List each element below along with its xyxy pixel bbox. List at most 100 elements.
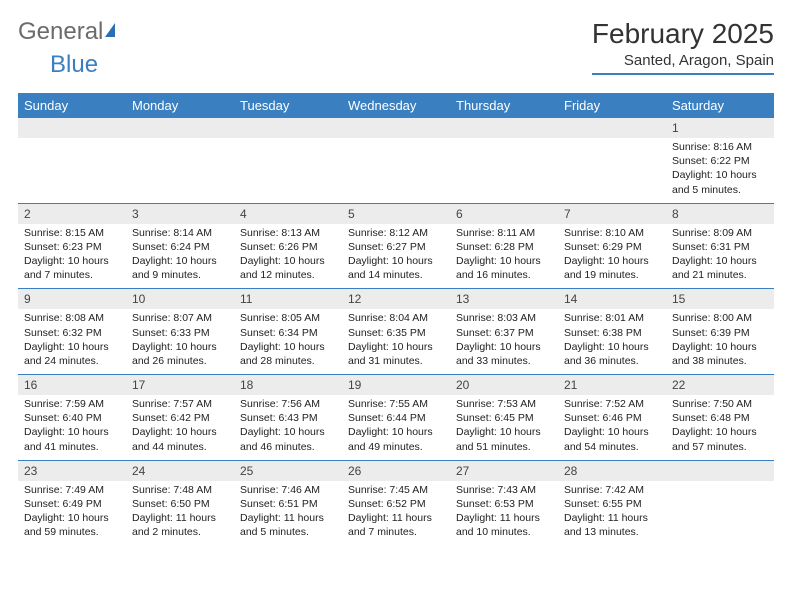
day-cell	[342, 138, 450, 203]
day-number	[234, 118, 342, 138]
day-cell: Sunrise: 7:55 AMSunset: 6:44 PMDaylight:…	[342, 395, 450, 460]
day-number	[126, 118, 234, 138]
triangle-icon	[105, 23, 115, 37]
day-cell: Sunrise: 8:14 AMSunset: 6:24 PMDaylight:…	[126, 224, 234, 289]
day-cell: Sunrise: 8:12 AMSunset: 6:27 PMDaylight:…	[342, 224, 450, 289]
title-block: February 2025 Santed, Aragon, Spain	[592, 18, 774, 75]
day-cell: Sunrise: 8:11 AMSunset: 6:28 PMDaylight:…	[450, 224, 558, 289]
day-cell	[126, 138, 234, 203]
dl1-text: Daylight: 11 hours	[132, 511, 228, 525]
dl1-text: Daylight: 10 hours	[456, 425, 552, 439]
dl1-text: Daylight: 10 hours	[24, 254, 120, 268]
day-number: 7	[558, 204, 666, 224]
dl2-text: and 12 minutes.	[240, 268, 336, 282]
dl2-text: and 16 minutes.	[456, 268, 552, 282]
day-cell: Sunrise: 8:03 AMSunset: 6:37 PMDaylight:…	[450, 309, 558, 374]
sunset-text: Sunset: 6:27 PM	[348, 240, 444, 254]
sunrise-text: Sunrise: 8:15 AM	[24, 226, 120, 240]
dl2-text: and 9 minutes.	[132, 268, 228, 282]
dl2-text: and 7 minutes.	[24, 268, 120, 282]
day-number: 21	[558, 375, 666, 395]
day-cell: Sunrise: 8:05 AMSunset: 6:34 PMDaylight:…	[234, 309, 342, 374]
dl2-text: and 59 minutes.	[24, 525, 120, 539]
calendar-body: 1Sunrise: 8:16 AMSunset: 6:22 PMDaylight…	[18, 118, 774, 545]
sunset-text: Sunset: 6:26 PM	[240, 240, 336, 254]
dl2-text: and 31 minutes.	[348, 354, 444, 368]
sunset-text: Sunset: 6:24 PM	[132, 240, 228, 254]
day-cell: Sunrise: 8:15 AMSunset: 6:23 PMDaylight:…	[18, 224, 126, 289]
dl1-text: Daylight: 10 hours	[240, 340, 336, 354]
dl2-text: and 21 minutes.	[672, 268, 768, 282]
sunset-text: Sunset: 6:43 PM	[240, 411, 336, 425]
daynum-row: 16171819202122	[18, 374, 774, 395]
day-number: 28	[558, 461, 666, 481]
dl2-text: and 51 minutes.	[456, 440, 552, 454]
day-number: 12	[342, 289, 450, 309]
dl2-text: and 57 minutes.	[672, 440, 768, 454]
day-number: 8	[666, 204, 774, 224]
day-cell: Sunrise: 7:43 AMSunset: 6:53 PMDaylight:…	[450, 481, 558, 546]
dl2-text: and 2 minutes.	[132, 525, 228, 539]
daynum-row: 1	[18, 118, 774, 138]
day-number: 15	[666, 289, 774, 309]
sunset-text: Sunset: 6:28 PM	[456, 240, 552, 254]
dl1-text: Daylight: 10 hours	[132, 340, 228, 354]
weekday-header: Sunday Monday Tuesday Wednesday Thursday…	[18, 93, 774, 118]
calendar-row: Sunrise: 7:59 AMSunset: 6:40 PMDaylight:…	[18, 395, 774, 460]
calendar-page: General February 2025 Santed, Aragon, Sp…	[0, 0, 792, 555]
day-number	[342, 118, 450, 138]
calendar-row: Sunrise: 8:16 AMSunset: 6:22 PMDaylight:…	[18, 138, 774, 203]
dl1-text: Daylight: 10 hours	[132, 425, 228, 439]
day-number: 1	[666, 118, 774, 138]
dl1-text: Daylight: 11 hours	[564, 511, 660, 525]
day-cell: Sunrise: 8:09 AMSunset: 6:31 PMDaylight:…	[666, 224, 774, 289]
sunrise-text: Sunrise: 7:49 AM	[24, 483, 120, 497]
day-number: 5	[342, 204, 450, 224]
day-number: 16	[18, 375, 126, 395]
day-cell: Sunrise: 8:01 AMSunset: 6:38 PMDaylight:…	[558, 309, 666, 374]
dl1-text: Daylight: 11 hours	[348, 511, 444, 525]
sunrise-text: Sunrise: 8:13 AM	[240, 226, 336, 240]
sunset-text: Sunset: 6:23 PM	[24, 240, 120, 254]
daynum-row: 2345678	[18, 203, 774, 224]
sunrise-text: Sunrise: 8:14 AM	[132, 226, 228, 240]
dl2-text: and 14 minutes.	[348, 268, 444, 282]
sunset-text: Sunset: 6:22 PM	[672, 154, 768, 168]
sunrise-text: Sunrise: 7:53 AM	[456, 397, 552, 411]
sunrise-text: Sunrise: 7:59 AM	[24, 397, 120, 411]
dl1-text: Daylight: 10 hours	[456, 254, 552, 268]
sunrise-text: Sunrise: 8:10 AM	[564, 226, 660, 240]
dl1-text: Daylight: 10 hours	[24, 340, 120, 354]
dl2-text: and 38 minutes.	[672, 354, 768, 368]
sunset-text: Sunset: 6:48 PM	[672, 411, 768, 425]
day-number	[558, 118, 666, 138]
day-cell	[18, 138, 126, 203]
dl1-text: Daylight: 10 hours	[672, 425, 768, 439]
dl2-text: and 10 minutes.	[456, 525, 552, 539]
day-cell: Sunrise: 8:00 AMSunset: 6:39 PMDaylight:…	[666, 309, 774, 374]
day-cell: Sunrise: 7:53 AMSunset: 6:45 PMDaylight:…	[450, 395, 558, 460]
dl2-text: and 26 minutes.	[132, 354, 228, 368]
dl1-text: Daylight: 10 hours	[24, 425, 120, 439]
brand-text-2: Blue	[50, 51, 98, 78]
day-cell	[450, 138, 558, 203]
daynum-row: 9101112131415	[18, 288, 774, 309]
day-number	[18, 118, 126, 138]
day-number: 23	[18, 461, 126, 481]
dl1-text: Daylight: 10 hours	[132, 254, 228, 268]
sunset-text: Sunset: 6:31 PM	[672, 240, 768, 254]
day-cell: Sunrise: 7:45 AMSunset: 6:52 PMDaylight:…	[342, 481, 450, 546]
brand-text-1: General	[18, 18, 103, 46]
day-cell: Sunrise: 8:04 AMSunset: 6:35 PMDaylight:…	[342, 309, 450, 374]
day-cell	[234, 138, 342, 203]
weekday-fri: Friday	[558, 93, 666, 118]
weekday-thu: Thursday	[450, 93, 558, 118]
location-text: Santed, Aragon, Spain	[592, 52, 774, 75]
day-number: 22	[666, 375, 774, 395]
sunrise-text: Sunrise: 8:09 AM	[672, 226, 768, 240]
dl1-text: Daylight: 10 hours	[672, 168, 768, 182]
sunrise-text: Sunrise: 8:00 AM	[672, 311, 768, 325]
day-number: 6	[450, 204, 558, 224]
sunrise-text: Sunrise: 8:08 AM	[24, 311, 120, 325]
dl2-text: and 41 minutes.	[24, 440, 120, 454]
